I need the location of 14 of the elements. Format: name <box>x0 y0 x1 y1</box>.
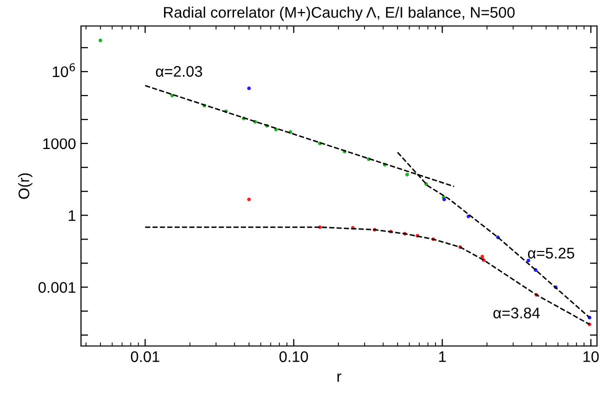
x-tick-label: 1 <box>439 351 446 362</box>
y-tick-label: 1 <box>68 210 76 221</box>
y-tick-label: 10$^{6}$ <box>52 63 75 78</box>
annotation: α=3.84 <box>493 308 540 318</box>
y-tick-label: 0.001 <box>38 282 76 293</box>
chart-title: Radial correlator (M+)Cauchy Λ, E/I balance, N=500 <box>164 6 515 21</box>
annotation: α=5.25 <box>528 248 574 259</box>
x-tick-label: 0.01 <box>130 351 160 362</box>
y-tick-label: 1000 <box>43 138 76 150</box>
x-axis-title: r <box>337 374 342 382</box>
x-tick-label: 0.10 <box>279 351 308 362</box>
annotation: α=2.03 <box>156 66 202 77</box>
x-tick-label: 10 <box>584 351 599 362</box>
y-axis-title: O(r) <box>18 173 32 199</box>
